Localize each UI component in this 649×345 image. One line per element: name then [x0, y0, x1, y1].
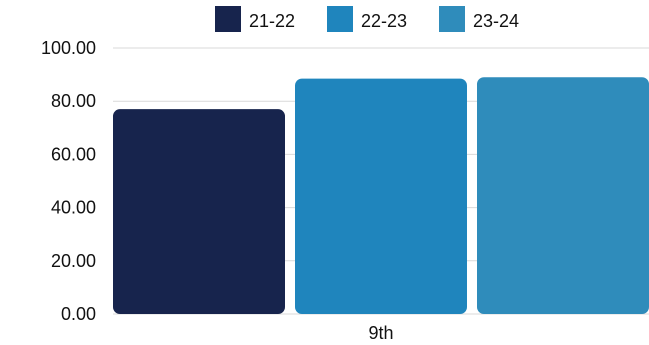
x-tick-label: 9th [368, 323, 393, 343]
bar-22-23 [295, 78, 467, 314]
legend-label: 21-22 [249, 11, 295, 31]
y-tick-label: 60.00 [51, 144, 96, 164]
y-axis: 0.00 20.00 40.00 60.00 80.00 100.00 [41, 38, 96, 324]
legend-swatch [439, 6, 465, 32]
x-axis: 9th [368, 323, 393, 343]
bar-23-24 [477, 77, 649, 314]
legend-item: 22-23 [327, 6, 407, 32]
y-tick-label: 100.00 [41, 38, 96, 58]
legend-label: 22-23 [361, 11, 407, 31]
y-tick-label: 40.00 [51, 198, 96, 218]
y-tick-label: 0.00 [61, 304, 96, 324]
legend-label: 23-24 [473, 11, 519, 31]
legend-item: 23-24 [439, 6, 519, 32]
y-tick-label: 80.00 [51, 91, 96, 111]
legend-swatch [327, 6, 353, 32]
bars [113, 77, 649, 315]
legend-item: 21-22 [215, 6, 295, 32]
bar-21-22 [113, 109, 285, 315]
legend: 21-22 22-23 23-24 [215, 6, 519, 32]
y-tick-label: 20.00 [51, 251, 96, 271]
legend-swatch [215, 6, 241, 32]
